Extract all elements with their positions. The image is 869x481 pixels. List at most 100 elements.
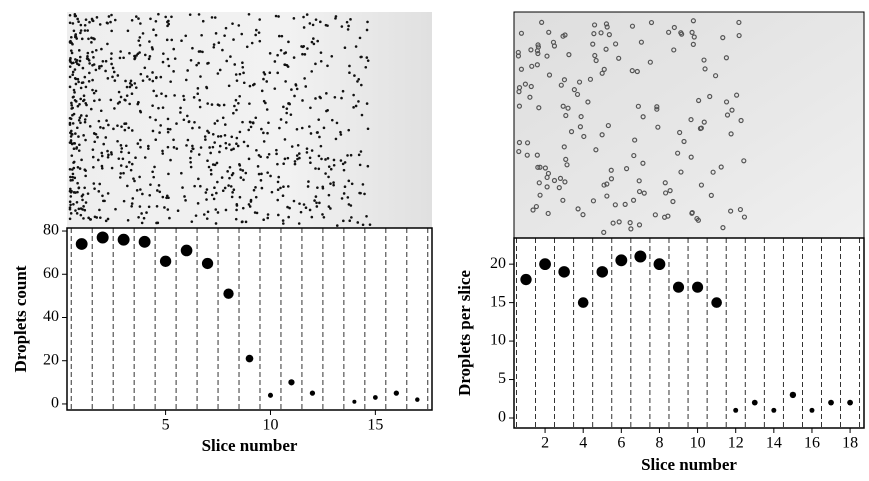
- droplet: [210, 193, 214, 197]
- droplet: [286, 205, 289, 209]
- droplet: [102, 126, 105, 130]
- droplet: [85, 114, 88, 118]
- droplet: [321, 213, 324, 216]
- droplet: [324, 158, 327, 161]
- droplet: [123, 128, 127, 132]
- droplet: [255, 28, 258, 32]
- droplet: [79, 29, 83, 32]
- droplet: [295, 128, 299, 131]
- droplet: [98, 208, 101, 212]
- droplet: [366, 59, 370, 62]
- droplet: [154, 76, 158, 80]
- droplet: [92, 165, 95, 169]
- droplet: [281, 219, 285, 222]
- droplet: [285, 121, 288, 124]
- droplet: [329, 167, 333, 171]
- droplet: [720, 225, 726, 231]
- droplet: [91, 19, 95, 23]
- droplet: [258, 18, 261, 21]
- droplet: [198, 126, 201, 129]
- droplet: [263, 72, 267, 76]
- x-axis-label: Slice number: [202, 436, 298, 455]
- droplet: [339, 159, 343, 162]
- droplet: [528, 83, 534, 90]
- droplet: [76, 104, 80, 108]
- droplet: [99, 109, 103, 113]
- droplet: [366, 164, 370, 168]
- droplet: [605, 122, 611, 129]
- x-tick-label: 15: [367, 417, 383, 434]
- droplet: [180, 39, 183, 42]
- droplet: [267, 121, 270, 125]
- droplet: [720, 35, 726, 41]
- droplet: [79, 213, 83, 217]
- droplet: [80, 37, 84, 41]
- droplet: [193, 184, 196, 188]
- droplet: [306, 185, 310, 188]
- droplet: [604, 24, 610, 30]
- droplet: [110, 29, 113, 33]
- droplet: [528, 47, 534, 53]
- droplet: [88, 125, 92, 128]
- droplet: [79, 31, 82, 35]
- x-tick-label: 10: [690, 435, 706, 452]
- droplet: [723, 99, 730, 105]
- droplet: [118, 56, 122, 60]
- droplet: [302, 26, 306, 29]
- droplet: [71, 22, 75, 25]
- droplet: [342, 192, 346, 195]
- droplet: [289, 113, 293, 116]
- droplet: [95, 16, 99, 19]
- droplet: [238, 94, 241, 98]
- droplet: [167, 64, 171, 68]
- droplet: [159, 75, 163, 79]
- droplet: [269, 174, 272, 178]
- x-tick-label: 6: [617, 435, 625, 452]
- droplet: [317, 167, 321, 171]
- droplet: [167, 196, 170, 200]
- droplet: [241, 206, 245, 210]
- droplet: [544, 184, 550, 190]
- droplet: [690, 41, 696, 47]
- droplet: [83, 208, 87, 212]
- droplet: [276, 180, 280, 184]
- droplet: [690, 18, 696, 24]
- data-point: [159, 255, 172, 267]
- droplet: [224, 146, 228, 150]
- droplet: [166, 24, 169, 28]
- droplet: [172, 70, 175, 73]
- droplet: [129, 79, 133, 83]
- droplet: [134, 156, 137, 160]
- droplet: [212, 197, 216, 201]
- droplet: [280, 34, 284, 38]
- droplet: [303, 77, 306, 80]
- droplet: [283, 63, 286, 66]
- droplet: [71, 172, 75, 176]
- droplet: [305, 13, 309, 16]
- droplet: [241, 65, 245, 69]
- droplet: [298, 202, 301, 205]
- droplet: [74, 191, 77, 194]
- droplet: [260, 186, 264, 190]
- droplet: [222, 103, 226, 107]
- droplet: [130, 129, 134, 132]
- droplet: [106, 155, 110, 159]
- droplet: [641, 190, 647, 196]
- droplet: [689, 209, 695, 216]
- droplet: [287, 215, 290, 219]
- droplet: [347, 203, 351, 206]
- droplet: [216, 72, 220, 75]
- droplet: [69, 179, 73, 182]
- droplet: [516, 103, 523, 109]
- droplet: [109, 20, 112, 24]
- droplet: [182, 98, 186, 101]
- droplet: [315, 201, 318, 205]
- droplet: [358, 36, 362, 40]
- droplet: [339, 130, 342, 134]
- droplet: [516, 139, 523, 146]
- droplet: [241, 120, 244, 124]
- droplet: [138, 175, 141, 179]
- droplet: [158, 190, 162, 194]
- droplet: [154, 33, 158, 37]
- droplet: [200, 33, 203, 37]
